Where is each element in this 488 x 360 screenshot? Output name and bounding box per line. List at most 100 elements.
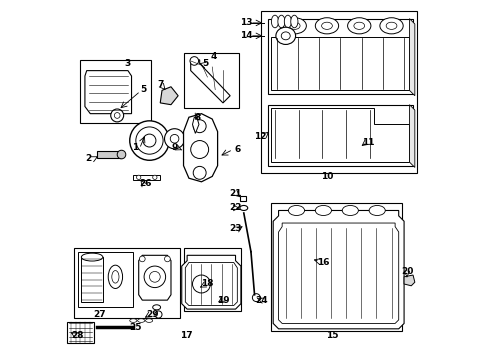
Polygon shape bbox=[271, 108, 408, 162]
Ellipse shape bbox=[277, 15, 285, 28]
Polygon shape bbox=[408, 105, 414, 167]
Polygon shape bbox=[160, 87, 178, 105]
Circle shape bbox=[136, 175, 141, 180]
Bar bbox=[183, 53, 239, 108]
Polygon shape bbox=[271, 37, 408, 90]
Ellipse shape bbox=[271, 15, 278, 28]
Polygon shape bbox=[267, 105, 412, 166]
Circle shape bbox=[129, 121, 169, 160]
Text: 5: 5 bbox=[140, 85, 146, 94]
Bar bbox=[183, 248, 241, 311]
Text: 1: 1 bbox=[132, 143, 138, 152]
Polygon shape bbox=[139, 255, 171, 300]
Ellipse shape bbox=[347, 18, 370, 34]
Bar bbox=[74, 248, 180, 318]
Bar bbox=[97, 151, 121, 158]
Bar bbox=[81, 257, 102, 302]
Ellipse shape bbox=[379, 18, 403, 34]
Circle shape bbox=[193, 166, 206, 179]
Ellipse shape bbox=[368, 206, 385, 216]
Ellipse shape bbox=[275, 27, 295, 44]
Bar bbox=[271, 203, 402, 330]
Bar bbox=[78, 252, 133, 307]
Ellipse shape bbox=[353, 22, 364, 30]
Ellipse shape bbox=[108, 265, 122, 288]
Text: 12: 12 bbox=[254, 132, 266, 141]
Ellipse shape bbox=[137, 319, 144, 322]
Polygon shape bbox=[183, 114, 217, 182]
Circle shape bbox=[149, 271, 160, 282]
Polygon shape bbox=[185, 262, 237, 306]
Circle shape bbox=[144, 266, 165, 288]
Text: 20: 20 bbox=[401, 267, 413, 276]
Text: 5: 5 bbox=[202, 59, 208, 68]
Circle shape bbox=[164, 256, 170, 262]
Bar bbox=[67, 321, 94, 343]
Polygon shape bbox=[408, 19, 414, 96]
Ellipse shape bbox=[315, 18, 338, 34]
Ellipse shape bbox=[283, 18, 306, 34]
Text: 24: 24 bbox=[255, 296, 267, 305]
Text: 19: 19 bbox=[216, 296, 229, 305]
Text: 10: 10 bbox=[320, 172, 332, 181]
Circle shape bbox=[192, 275, 210, 293]
Text: 2: 2 bbox=[85, 154, 91, 163]
Ellipse shape bbox=[386, 22, 396, 30]
Text: 27: 27 bbox=[93, 310, 105, 319]
Ellipse shape bbox=[315, 206, 331, 216]
Ellipse shape bbox=[284, 15, 291, 28]
Text: 14: 14 bbox=[240, 31, 252, 40]
Text: 18: 18 bbox=[200, 279, 213, 288]
Text: 6: 6 bbox=[234, 145, 240, 154]
Circle shape bbox=[142, 134, 156, 147]
Circle shape bbox=[190, 140, 208, 158]
Ellipse shape bbox=[81, 253, 102, 261]
Circle shape bbox=[170, 134, 179, 143]
Text: 16: 16 bbox=[317, 258, 329, 267]
Text: 7: 7 bbox=[157, 81, 163, 90]
Polygon shape bbox=[190, 60, 230, 103]
Ellipse shape bbox=[288, 206, 304, 216]
Polygon shape bbox=[133, 175, 160, 180]
Text: 28: 28 bbox=[71, 332, 83, 341]
Ellipse shape bbox=[239, 206, 247, 211]
Circle shape bbox=[117, 150, 125, 159]
Circle shape bbox=[190, 57, 198, 65]
Ellipse shape bbox=[112, 271, 119, 283]
Polygon shape bbox=[85, 71, 131, 114]
Text: 15: 15 bbox=[325, 332, 338, 341]
Bar bbox=[260, 12, 416, 173]
Text: 11: 11 bbox=[361, 138, 374, 147]
Text: 29: 29 bbox=[146, 310, 158, 319]
Text: 23: 23 bbox=[229, 224, 241, 233]
Circle shape bbox=[114, 113, 120, 118]
Circle shape bbox=[164, 129, 184, 149]
Circle shape bbox=[139, 256, 145, 262]
Ellipse shape bbox=[145, 319, 152, 322]
Text: 3: 3 bbox=[124, 59, 131, 68]
Text: 13: 13 bbox=[240, 18, 252, 27]
Polygon shape bbox=[403, 275, 414, 286]
Ellipse shape bbox=[289, 22, 300, 30]
Polygon shape bbox=[182, 255, 241, 309]
Ellipse shape bbox=[129, 319, 137, 322]
Circle shape bbox=[152, 175, 157, 180]
Circle shape bbox=[136, 127, 163, 154]
Text: 9: 9 bbox=[171, 143, 178, 152]
Text: 25: 25 bbox=[129, 323, 141, 332]
Ellipse shape bbox=[290, 15, 297, 28]
Text: 26: 26 bbox=[140, 179, 152, 188]
Text: 21: 21 bbox=[229, 189, 241, 198]
Text: 22: 22 bbox=[229, 203, 241, 212]
Polygon shape bbox=[278, 223, 398, 323]
Polygon shape bbox=[192, 117, 199, 134]
Circle shape bbox=[252, 294, 260, 302]
Text: 4: 4 bbox=[210, 52, 217, 61]
Polygon shape bbox=[273, 211, 403, 329]
Circle shape bbox=[110, 109, 123, 122]
Bar bbox=[80, 60, 151, 123]
Ellipse shape bbox=[321, 22, 332, 30]
Ellipse shape bbox=[281, 32, 290, 40]
Text: 17: 17 bbox=[180, 332, 192, 341]
Polygon shape bbox=[239, 196, 246, 201]
